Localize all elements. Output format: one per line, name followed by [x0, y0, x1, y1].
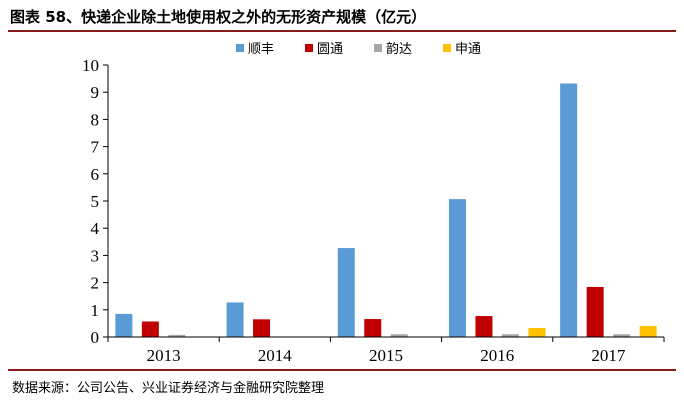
chart-title: 图表 58、快递企业除土地使用权之外的无形资产规模（亿元） [10, 8, 427, 26]
bar [475, 316, 493, 337]
y-tick-label: 5 [91, 192, 100, 211]
y-tick-label: 8 [91, 110, 100, 129]
legend-label: 申通 [455, 42, 481, 57]
bar [141, 321, 159, 337]
bar [560, 83, 578, 337]
legend-swatch [443, 44, 451, 52]
legend-label: 韵达 [386, 42, 412, 57]
x-tick-label: 2016 [480, 346, 514, 365]
source-divider [8, 369, 676, 371]
x-tick-label: 2015 [369, 346, 403, 365]
x-tick-label: 2014 [258, 346, 293, 365]
y-tick-label: 7 [91, 138, 100, 157]
bar [639, 326, 657, 337]
y-tick-label: 10 [82, 56, 99, 75]
bar [501, 334, 519, 337]
bar [364, 319, 382, 337]
legend-swatch [305, 44, 313, 52]
y-tick-label: 4 [91, 219, 100, 238]
legend-swatch [374, 44, 382, 52]
x-axis: 2013 2014 2015 2016 2017 [107, 336, 665, 365]
legend-swatch [236, 44, 244, 52]
bar [115, 313, 133, 337]
bar [528, 328, 546, 337]
legend-label: 顺丰 [248, 42, 274, 57]
title-bar: 图表 58、快递企业除土地使用权之外的无形资产规模（亿元） [8, 4, 676, 32]
x-tick-label: 2017 [591, 346, 626, 365]
y-axis: 0 1 2 3 4 5 6 7 8 9 10 [82, 56, 109, 347]
y-tick-label: 2 [91, 274, 100, 293]
bar [253, 319, 271, 337]
y-tick-label: 6 [91, 165, 100, 184]
bar [390, 334, 408, 337]
bar [168, 334, 186, 337]
bar [448, 199, 466, 337]
legend: 顺丰 圆通 韵达 申通 [236, 42, 481, 57]
bar [613, 334, 631, 337]
legend-label: 圆通 [317, 42, 343, 57]
y-tick-label: 1 [91, 301, 100, 320]
bar [586, 286, 604, 337]
bar [226, 302, 244, 337]
y-tick-label: 9 [91, 83, 100, 102]
bar [337, 248, 355, 337]
bars [115, 83, 657, 337]
y-tick-label: 0 [91, 328, 100, 347]
x-tick-label: 2013 [147, 346, 181, 365]
source-note: 数据来源：公司公告、兴业证券经济与金融研究院整理 [12, 381, 325, 396]
y-tick-label: 3 [91, 246, 100, 265]
